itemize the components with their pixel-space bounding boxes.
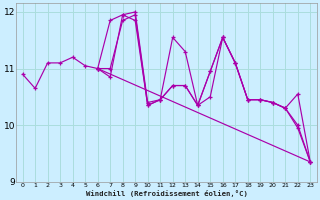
X-axis label: Windchill (Refroidissement éolien,°C): Windchill (Refroidissement éolien,°C) [85, 190, 247, 197]
